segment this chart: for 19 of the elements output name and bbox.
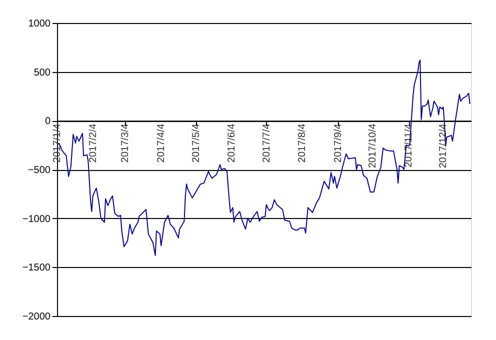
x-tick-label: 2017/2/4 [88, 123, 99, 163]
y-tick-label: 1000 [28, 18, 51, 30]
y-tick-label: 500 [34, 67, 51, 78]
y-tick-label: −500 [28, 165, 51, 176]
x-tick-label: 2017/10/4 [368, 123, 379, 168]
x-tick-label: 2017/12/4 [438, 123, 450, 168]
y-tick-label: 0 [44, 116, 51, 128]
x-tick-label: 2017/9/4 [333, 123, 344, 163]
x-tick-label: 2017/4/4 [156, 123, 168, 163]
x-tick-label: 2017/7/4 [261, 123, 272, 163]
x-tick-label: 2017/6/4 [226, 123, 238, 163]
x-tick-label: 2017/1/4 [52, 123, 63, 163]
y-tick-label: −2000 [22, 312, 51, 322]
y-tick-label: −1000 [22, 214, 51, 225]
x-tick-label: 2017/5/4 [190, 123, 202, 163]
y-tick-label: −1500 [22, 262, 51, 274]
x-tick-label: 2017/3/4 [120, 123, 132, 163]
x-tick-label: 2017/8/4 [297, 123, 308, 163]
x-tick-label: 2017/11/4 [404, 123, 415, 168]
